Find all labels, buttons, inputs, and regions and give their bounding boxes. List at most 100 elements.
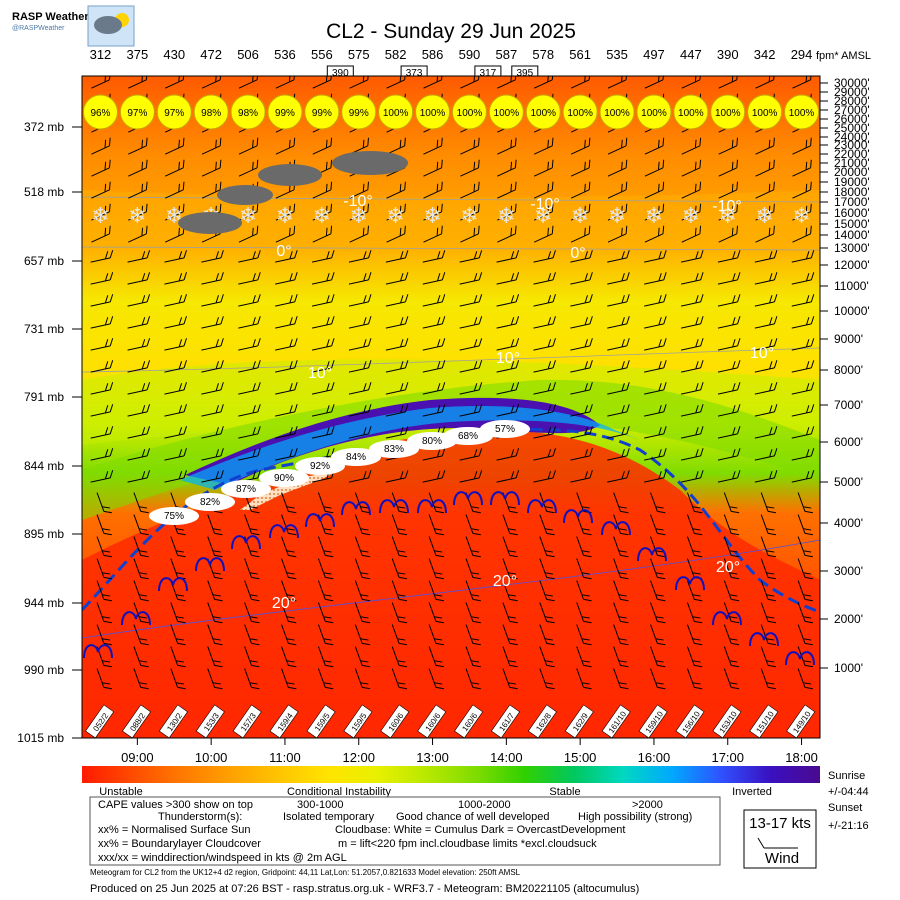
wind-barb — [422, 250, 446, 263]
wind-barb — [428, 646, 445, 668]
wind-barb-feather — [804, 598, 814, 602]
wind-barb-feather — [368, 470, 372, 479]
bl-cloud-value: 82% — [200, 497, 220, 508]
wind-barb-staff — [349, 211, 369, 221]
wind-barb-staff — [275, 233, 295, 243]
wind-barb-feather — [769, 317, 773, 326]
wind-barb-staff — [354, 624, 363, 644]
wind-barb — [460, 203, 480, 221]
wind-barb-feather — [286, 638, 295, 641]
wind-barb-feather — [183, 316, 187, 325]
wind-barb-feather — [400, 317, 404, 326]
wind-barb-feather — [367, 137, 369, 146]
wind-barb-feather — [478, 448, 483, 457]
top-value: 294 — [791, 47, 813, 62]
wind-barb-feather — [731, 642, 740, 646]
wind-barb — [502, 580, 518, 602]
wind-barb — [460, 181, 480, 199]
wind-barb — [460, 76, 480, 89]
wind-barb-feather — [510, 449, 515, 458]
wind-barb-feather — [731, 183, 734, 192]
wind-barb-feather — [362, 510, 371, 514]
wind-barb-staff — [201, 257, 222, 263]
wind-barb-feather — [547, 273, 552, 282]
wind-barb-feather — [289, 449, 293, 458]
wind-barb-staff — [422, 367, 443, 373]
wind-barb-feather — [509, 598, 518, 602]
wind-barb — [460, 159, 480, 177]
wind-barb — [539, 514, 555, 536]
wind-barb-staff — [791, 389, 812, 395]
wind-barb-feather — [252, 227, 254, 236]
wind-barb-staff — [502, 536, 511, 556]
wind-barb-staff — [465, 514, 474, 534]
bl-cloud-icon — [221, 480, 271, 498]
wind-barb-feather — [331, 250, 335, 259]
wind-barb-feather — [178, 251, 183, 260]
wind-barb-feather — [436, 471, 441, 480]
wind-barb-feather — [182, 137, 185, 146]
wind-barb-staff — [644, 167, 664, 177]
wind-barb-feather — [804, 642, 814, 646]
wind-barb-feather — [737, 250, 741, 259]
lift-mark — [417, 499, 447, 514]
wind-barb-feather — [441, 203, 443, 212]
wind-barb-staff — [96, 624, 105, 644]
wind-barb — [164, 338, 187, 351]
wind-barb-staff — [723, 646, 732, 666]
wind-barb — [797, 558, 814, 580]
wind-barb-staff — [539, 580, 548, 600]
wind-barb-feather — [362, 139, 365, 148]
wind-barb-feather — [766, 572, 775, 575]
wind-barb — [570, 225, 591, 243]
wind-barb-feather — [581, 638, 590, 641]
wind-barb-feather — [140, 686, 149, 690]
wind-barb-feather — [514, 159, 517, 168]
wind-barb-feather — [404, 426, 409, 435]
wind-barb-staff — [391, 668, 400, 688]
wind-barb — [317, 624, 334, 646]
wind-barb-feather — [102, 550, 111, 553]
wind-barb-feather — [658, 317, 662, 326]
wind-barb-feather — [805, 183, 808, 192]
wind-barb — [497, 137, 517, 155]
wind-barb-feather — [397, 682, 406, 685]
wind-barb-feather — [804, 664, 814, 668]
wind-barb-feather — [804, 554, 814, 558]
wind-barb-staff — [91, 145, 110, 155]
wind-barb-feather — [251, 532, 260, 536]
wind-barb-staff — [460, 189, 479, 199]
wind-barb-feather — [478, 225, 480, 234]
wind-barb-feather — [294, 338, 298, 347]
wind-barb-staff — [718, 189, 738, 199]
wind-barb — [422, 294, 446, 307]
wind-barb-staff — [792, 145, 811, 155]
wind-barb — [423, 76, 443, 89]
wind-barb-feather — [472, 554, 481, 558]
wind-barb-feather — [330, 225, 333, 234]
wind-barb-feather — [658, 339, 662, 348]
wind-barb-feather — [657, 161, 660, 170]
wind-barb-feather — [325, 642, 334, 646]
wind-barb-feather — [178, 161, 180, 170]
wind-barb-feather — [694, 76, 697, 82]
wind-barb — [348, 294, 372, 307]
wind-barb — [539, 536, 555, 558]
legend-lift: m = lift<220 fpm incl.cloudbase limits *… — [338, 838, 597, 850]
wind-barb — [201, 426, 224, 439]
wind-barb — [201, 316, 224, 329]
wind-barb-staff — [423, 189, 442, 199]
wind-barb — [496, 404, 520, 417]
wind-barb — [644, 470, 667, 483]
wind-barb-feather — [663, 470, 667, 479]
wind-barb-staff — [348, 279, 369, 285]
cloud-icon — [217, 185, 273, 205]
wind-barb-feather — [621, 471, 625, 480]
wind-barb-feather — [441, 159, 443, 168]
wind-barb-feather — [589, 404, 593, 413]
wind-barb-staff — [244, 602, 252, 622]
wind-barb-staff — [644, 345, 664, 351]
wind-barb-staff — [90, 455, 111, 461]
wind-barb-feather — [471, 528, 480, 531]
snowflake-icon: ❄ — [128, 203, 146, 228]
